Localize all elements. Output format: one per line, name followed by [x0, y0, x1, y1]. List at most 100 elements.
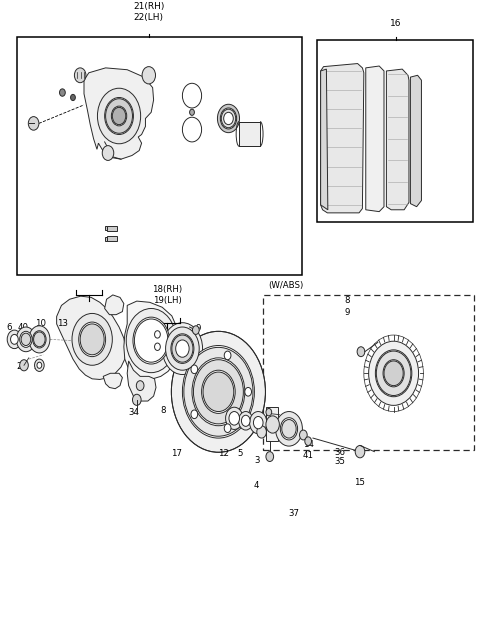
Circle shape — [126, 308, 176, 373]
Text: 9: 9 — [195, 324, 201, 333]
Circle shape — [134, 319, 168, 362]
Bar — [317, 40, 473, 222]
Circle shape — [33, 331, 46, 348]
Circle shape — [221, 109, 236, 128]
Circle shape — [220, 108, 237, 129]
Text: (W/ABS): (W/ABS) — [268, 281, 303, 290]
Circle shape — [276, 412, 302, 446]
Circle shape — [224, 351, 231, 360]
Polygon shape — [103, 373, 122, 389]
Circle shape — [202, 370, 235, 413]
Circle shape — [166, 327, 199, 370]
Circle shape — [182, 346, 254, 438]
Circle shape — [191, 365, 198, 374]
Circle shape — [112, 107, 126, 125]
Circle shape — [193, 360, 243, 424]
Text: 9: 9 — [345, 307, 350, 317]
Text: 7: 7 — [131, 381, 136, 390]
Circle shape — [355, 445, 365, 458]
Circle shape — [7, 330, 22, 349]
Circle shape — [20, 331, 32, 347]
Polygon shape — [321, 64, 364, 213]
Text: 25: 25 — [231, 123, 242, 132]
Text: 39: 39 — [121, 229, 132, 238]
Text: 6: 6 — [6, 323, 12, 332]
Circle shape — [28, 117, 39, 130]
Circle shape — [224, 424, 231, 433]
Circle shape — [20, 360, 28, 371]
Text: 4: 4 — [254, 481, 260, 490]
Text: 16: 16 — [390, 19, 402, 28]
Circle shape — [35, 359, 44, 371]
Text: 32: 32 — [34, 362, 45, 371]
Bar — [107, 236, 117, 241]
Circle shape — [305, 437, 312, 445]
Circle shape — [226, 407, 243, 429]
Circle shape — [300, 430, 307, 440]
Circle shape — [105, 97, 133, 135]
Circle shape — [16, 327, 36, 352]
Text: 29: 29 — [47, 85, 57, 94]
Bar — [239, 122, 260, 146]
Circle shape — [245, 387, 252, 396]
Circle shape — [384, 361, 403, 386]
Circle shape — [229, 412, 240, 425]
Text: 24: 24 — [201, 64, 212, 73]
Text: 18(RH)
19(LH): 18(RH) 19(LH) — [152, 286, 182, 305]
Text: 1(RH)
2(LH): 1(RH) 2(LH) — [74, 257, 103, 276]
Circle shape — [34, 332, 45, 347]
Circle shape — [190, 109, 194, 115]
Circle shape — [72, 313, 112, 365]
Text: 31: 31 — [90, 213, 100, 222]
Circle shape — [266, 416, 279, 433]
Circle shape — [106, 99, 132, 133]
Text: 20: 20 — [17, 362, 27, 371]
Text: 17: 17 — [171, 449, 182, 458]
Polygon shape — [105, 295, 124, 315]
Circle shape — [239, 412, 253, 430]
Polygon shape — [124, 301, 179, 379]
Circle shape — [266, 408, 272, 416]
Text: 36: 36 — [335, 447, 345, 457]
Text: 41: 41 — [303, 451, 313, 460]
Circle shape — [111, 106, 127, 126]
Circle shape — [241, 415, 250, 426]
Text: 33: 33 — [276, 416, 287, 426]
Polygon shape — [127, 361, 156, 401]
Circle shape — [74, 68, 86, 83]
Text: 13: 13 — [57, 319, 68, 328]
Text: 38: 38 — [121, 217, 132, 226]
Circle shape — [184, 347, 253, 436]
Text: 14: 14 — [303, 440, 313, 449]
Circle shape — [162, 323, 203, 375]
Circle shape — [192, 358, 245, 426]
Polygon shape — [57, 296, 126, 379]
Text: 31: 31 — [147, 51, 158, 60]
Circle shape — [253, 416, 263, 429]
Text: 8: 8 — [160, 405, 166, 415]
Circle shape — [250, 412, 267, 434]
Text: 28: 28 — [213, 101, 224, 110]
Circle shape — [133, 317, 169, 364]
Circle shape — [369, 341, 419, 405]
Circle shape — [155, 331, 160, 338]
Circle shape — [176, 340, 189, 357]
Circle shape — [21, 333, 31, 346]
Polygon shape — [410, 75, 421, 207]
Polygon shape — [84, 68, 154, 159]
Circle shape — [191, 410, 198, 418]
Bar — [107, 226, 117, 231]
Text: 40: 40 — [18, 323, 28, 332]
Circle shape — [257, 426, 266, 438]
Bar — [105, 237, 107, 241]
Text: 5: 5 — [237, 449, 243, 458]
Text: 30: 30 — [66, 92, 76, 101]
Circle shape — [132, 394, 141, 405]
Text: 3: 3 — [254, 456, 260, 465]
Polygon shape — [166, 75, 221, 149]
Circle shape — [136, 381, 144, 391]
Circle shape — [203, 372, 234, 412]
Circle shape — [97, 88, 141, 144]
Circle shape — [71, 94, 75, 101]
Circle shape — [102, 146, 114, 160]
